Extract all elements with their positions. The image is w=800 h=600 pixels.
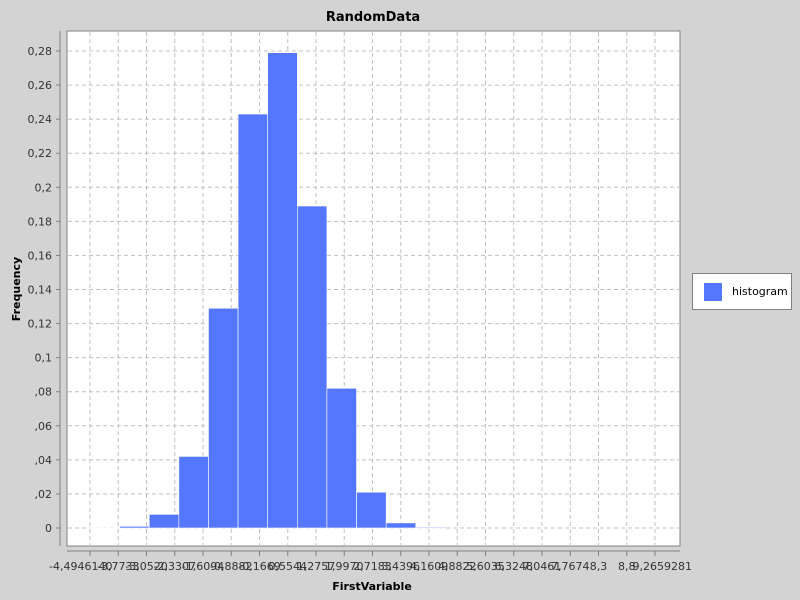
y-axis-label: Frequency: [10, 257, 23, 321]
y-tick-label: ,06: [35, 420, 53, 433]
legend-swatch: [704, 282, 722, 301]
x-tick-label: -3,0520: [125, 560, 167, 573]
y-tick-label: 0,26: [28, 79, 53, 92]
y-tick-label: 0,12: [28, 318, 53, 331]
y-tick-label: 0,28: [28, 45, 53, 58]
y-tick-label: 0,18: [28, 215, 53, 228]
histogram-bar: [326, 388, 357, 529]
x-tick-label: -3,7733: [97, 560, 139, 573]
histogram-bar: [356, 491, 387, 529]
y-tick-label: ,02: [35, 488, 53, 501]
bars: [89, 52, 446, 529]
x-tick-label: -1,6094: [182, 560, 224, 573]
x-tick-label: 4,8822: [438, 560, 477, 573]
x-tick-label: 1,9970: [325, 560, 364, 573]
x-tick-label: 5,6035: [466, 560, 505, 573]
x-tick-label: 3,4396: [382, 560, 421, 573]
histogram-bar: [178, 456, 209, 529]
x-tick-label: 8,8: [618, 560, 636, 573]
histogram-bar: [385, 522, 417, 529]
y-tick-label: 0,14: [28, 284, 53, 297]
y-axis: 0 ,02 ,04 ,06 ,08 0,1 0,12 0,14 0,16 0,18 0,2 0,22 0…: [28, 31, 61, 546]
histogram-bar: [237, 113, 268, 529]
x-tick-label: 2,7183: [353, 560, 392, 573]
histogram-bar: [208, 307, 239, 529]
y-tick-label: 0,16: [28, 249, 53, 262]
x-tick-label: -0,1669: [238, 560, 280, 573]
plot-area: [66, 30, 681, 547]
chart-title: RandomData: [325, 10, 421, 25]
x-tick-label: 7,7674: [551, 560, 590, 573]
histogram-bar: [89, 527, 120, 529]
x-tick-label: 8,3: [590, 560, 608, 573]
x-tick-label: -4,4946140: [49, 560, 112, 573]
histogram-bar: [415, 526, 446, 529]
y-tick-label: 0,1: [35, 352, 53, 365]
x-tick-label: 9,2659281: [633, 560, 693, 573]
y-tick-label: 0,24: [28, 113, 53, 126]
legend: histogram: [692, 273, 792, 310]
x-tick-label: 0,5544: [269, 560, 308, 573]
x-tick-label: 7,0461: [523, 560, 562, 573]
y-tick-label: ,08: [35, 386, 53, 399]
x-tick-label: -0,8882: [210, 560, 252, 573]
y-tick-label: 0: [45, 522, 52, 535]
x-tick-label: 6,3248: [495, 560, 534, 573]
histogram-bar: [119, 525, 150, 529]
x-tick-label: 1,2757: [297, 560, 336, 573]
y-tick-label: ,04: [35, 454, 53, 467]
x-tick-label: -2,3307: [154, 560, 196, 573]
x-axis: -4,4946140-3,7733-3,0520-2,3307-1,6094-0…: [49, 550, 693, 573]
histogram-bar: [297, 205, 328, 529]
y-tick-label: 0,2: [35, 181, 53, 194]
x-axis-label: FirstVariable: [332, 580, 412, 593]
histogram-bar: [267, 52, 298, 529]
histogram-bar: [148, 514, 180, 529]
x-tick-label: 4,1609: [410, 560, 449, 573]
y-tick-label: 0,22: [28, 147, 53, 160]
legend-label: histogram: [732, 285, 788, 298]
